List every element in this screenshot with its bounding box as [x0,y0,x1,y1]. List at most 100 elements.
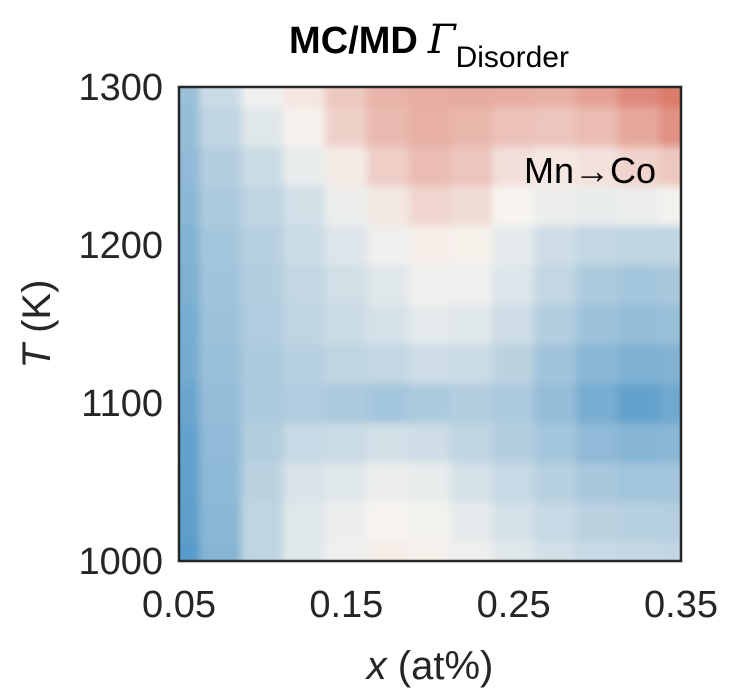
heatmap-cell [283,145,326,187]
heatmap-cell [575,145,619,187]
heatmap-cell [450,382,494,424]
y-tick-label: 1000 [78,541,163,583]
heatmap-cell [575,264,619,305]
plot-frame [177,85,683,563]
heatmap-cell [575,224,619,266]
heatmap-cell [659,224,681,266]
heatmap-cell [659,382,681,424]
heatmap-cell [283,382,326,424]
heatmap-cell [659,185,681,226]
heatmap-cell [199,382,243,424]
heatmap-cell [241,264,285,305]
heatmap-cell [366,303,410,345]
heatmap-cell [179,185,201,226]
heatmap-cell [492,303,536,345]
heatmap-cell [324,540,368,561]
heatmap-cell [283,501,326,542]
heatmap-cell [179,224,201,266]
heatmap-cell [241,422,285,463]
heatmap-cell [408,264,452,305]
heatmap-cell [450,224,494,266]
heatmap-cell [283,106,326,147]
heatmap-cell [450,264,494,305]
heatmap-cell [324,422,368,463]
y-axis-label-unit: (K) [15,280,59,344]
heatmap-cell [492,540,536,561]
heatmap-cell [659,303,681,345]
heatmap-cell [450,422,494,463]
heatmap-cell [659,87,681,108]
heatmap-cell [199,145,243,187]
heatmap-cell [575,422,619,463]
heatmap-cell [575,185,619,226]
heatmap-cell [617,87,661,108]
heatmap-cell [179,382,201,424]
heatmap-cell [408,461,452,503]
heatmap-cell [492,382,536,424]
heatmap-cell [324,185,368,226]
heatmap-cell [534,264,577,305]
heatmap-cell [179,343,201,384]
heatmap-cell [199,461,243,503]
heatmap-cell [408,501,452,542]
heatmap-cell [534,501,577,542]
heatmap-cell [179,422,201,463]
heatmap-cell [617,185,661,226]
heatmap-cell [534,106,577,147]
x-axis-ticks: 0.05 0.15 0.25 0.35 [142,584,718,626]
heatmap-cell [659,422,681,463]
heatmap-cell [617,343,661,384]
heatmap-cell [283,540,326,561]
heatmap-cell [366,343,410,384]
heatmap-cell [575,303,619,345]
heatmap-cell [366,422,410,463]
heatmap-cell [179,461,201,503]
heatmap-cell [534,87,577,108]
heatmap-cell [617,145,661,187]
heatmap-cell [575,382,619,424]
heatmap-cell [324,224,368,266]
heatmap-cell [408,145,452,187]
heatmap-cell [575,343,619,384]
chart-title: MC/MD ΓDisorder [289,17,569,74]
heatmap-cell [366,501,410,542]
heatmap-cell [199,540,243,561]
heatmap-cell [366,461,410,503]
heatmap-cell [617,501,661,542]
heatmap-cell [199,264,243,305]
heatmap-cell [324,382,368,424]
heatmap-cell [450,185,494,226]
chart-title-symbol: Γ [427,17,457,63]
heatmap-cell [241,303,285,345]
heatmap-cell [659,145,681,187]
y-axis-ticks: 1000 1100 1200 1300 [78,67,163,583]
heatmap-cell [366,145,410,187]
heatmap-cell [199,422,243,463]
heatmap-cell [324,343,368,384]
heatmap-cell [534,540,577,561]
heatmap-cell [241,540,285,561]
heatmap-cell [366,264,410,305]
heatmap-cell [179,87,201,108]
heatmap-cell [324,303,368,345]
heatmap-cell [617,264,661,305]
heatmap-cell [199,87,243,108]
heatmap-cell [450,106,494,147]
annotation-label: Mn→Co [524,150,656,191]
heatmap-cell [366,106,410,147]
heatmap-cell [366,382,410,424]
x-tick-label: 0.15 [309,584,383,626]
y-axis-label: T (K) [15,280,59,369]
heatmap-cell [324,461,368,503]
heatmap-cell [179,501,201,542]
heatmap-cell [199,501,243,542]
heatmap-cell [659,461,681,503]
heatmap-cell [534,343,577,384]
heatmap-cell [617,461,661,503]
heatmap-cell [617,540,661,561]
heatmap-cell [617,303,661,345]
heatmap-cell [283,224,326,266]
heatmap-cell [534,303,577,345]
x-tick-label: 0.35 [644,584,718,626]
